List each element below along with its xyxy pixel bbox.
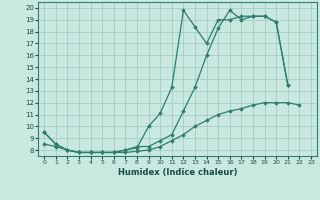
- X-axis label: Humidex (Indice chaleur): Humidex (Indice chaleur): [118, 168, 237, 177]
